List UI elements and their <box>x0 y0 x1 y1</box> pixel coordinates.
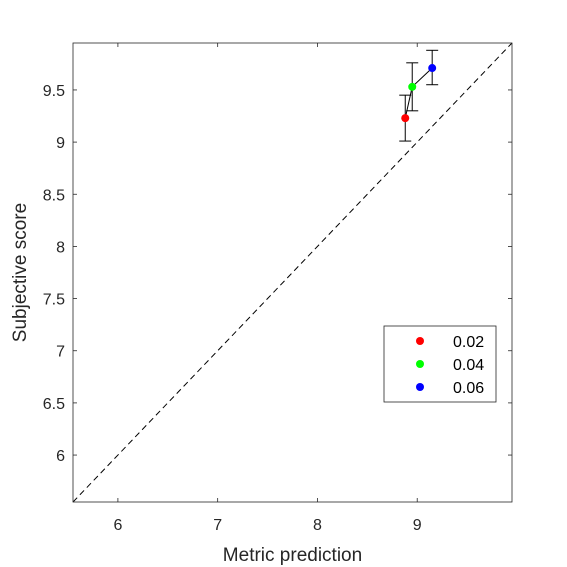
y-tick-label-1: 6 <box>56 448 65 465</box>
x-tick-label-2: 7 <box>213 517 222 534</box>
legend-label-1: 0.02 <box>453 334 484 351</box>
y-tick-label-7: 9 <box>56 135 65 152</box>
x-ticks: 6 7 8 9 <box>113 43 422 534</box>
data-point-2 <box>408 82 417 91</box>
legend-marker-2 <box>416 360 424 368</box>
legend-label-2: 0.04 <box>453 357 484 374</box>
legend-label-3: 0.06 <box>453 380 484 397</box>
legend-entry-1: 0.02 <box>416 334 484 351</box>
legend-entry-3: 0.06 <box>416 380 484 397</box>
reference-line-layer <box>72 42 513 503</box>
plot-frame <box>72 42 513 503</box>
x-tick-label-1: 6 <box>113 517 122 534</box>
x-axis-label: Metric prediction <box>223 545 362 566</box>
y-tick-label-4: 7.5 <box>43 292 65 309</box>
data-point-1 <box>401 114 410 123</box>
y-tick-label-8: 9.5 <box>43 83 65 100</box>
y-tick-label-3: 7 <box>56 344 65 361</box>
y-tick-label-6: 8.5 <box>43 187 65 204</box>
legend-entry-2: 0.04 <box>416 357 484 374</box>
legend: 0.02 0.04 0.06 <box>383 325 497 403</box>
y-ticks: 6 6.5 7 7.5 8 8.5 9 9.5 <box>43 83 512 465</box>
y-tick-label-2: 6.5 <box>43 396 65 413</box>
legend-marker-3 <box>416 383 424 391</box>
data-point-3 <box>428 64 437 73</box>
y-tick-label-5: 8 <box>56 239 65 256</box>
data-layer <box>399 49 439 142</box>
x-tick-label-3: 8 <box>313 517 322 534</box>
x-tick-label-4: 9 <box>413 517 422 534</box>
legend-marker-1 <box>416 337 424 345</box>
legend-box <box>383 325 497 403</box>
reference-line <box>72 42 513 503</box>
y-axis-label: Subjective score <box>10 203 31 342</box>
